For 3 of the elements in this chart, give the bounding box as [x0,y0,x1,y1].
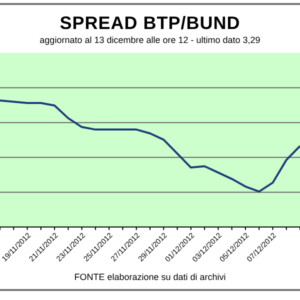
chart-title: SPREAD BTP/BUND [58,13,242,34]
source-note: FONTE elaborazione su dati di archivi [73,272,227,282]
chart-subtitle: aggiornato al 13 dicembre alle ore 12 - ultimo dato 3,29 [38,35,262,45]
